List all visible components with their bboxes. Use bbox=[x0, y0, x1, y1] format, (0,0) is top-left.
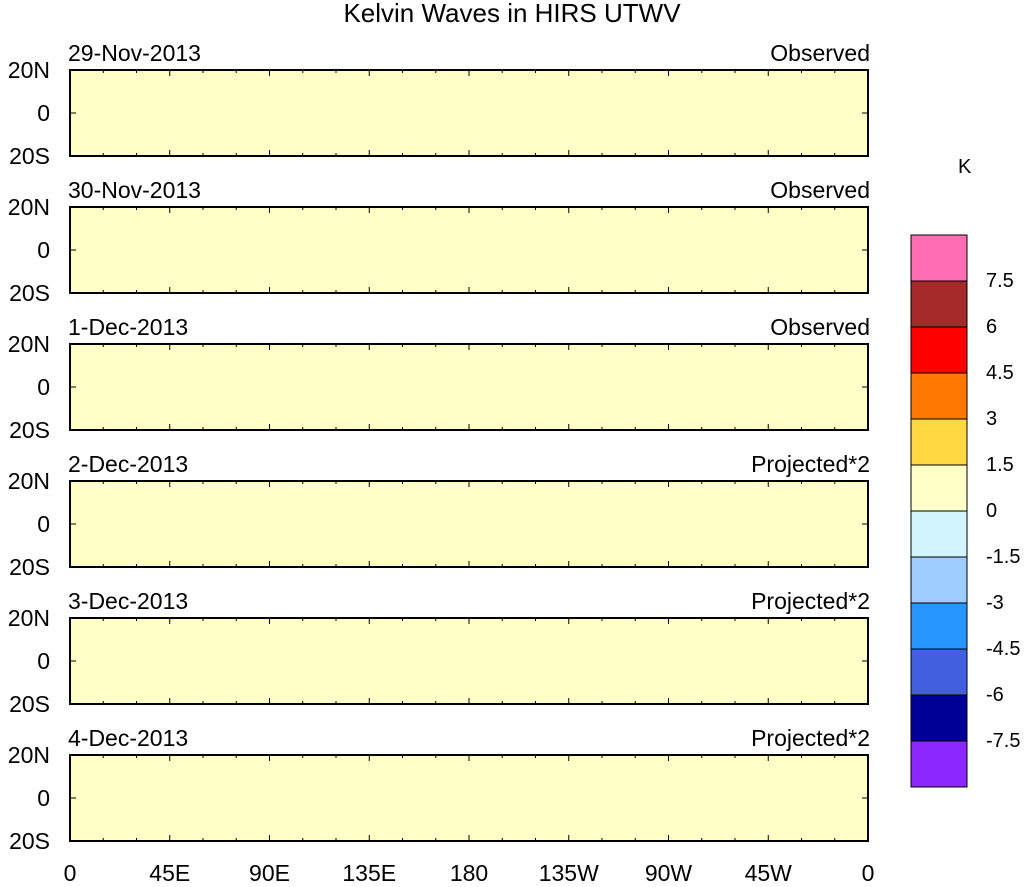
panel-date: 3-Dec-2013 bbox=[68, 588, 189, 614]
lat-label: 0 bbox=[37, 648, 50, 674]
colorbar-unit: K bbox=[958, 156, 972, 178]
panel-type: Observed bbox=[770, 177, 870, 203]
panel-date: 30-Nov-2013 bbox=[68, 177, 201, 203]
colorbar-label: 6 bbox=[986, 316, 998, 338]
panel-type: Observed bbox=[770, 314, 870, 340]
lat-label: 0 bbox=[37, 511, 50, 537]
colorbar-label: 1.5 bbox=[986, 454, 1014, 476]
panel-date: 29-Nov-2013 bbox=[68, 40, 201, 66]
colorbar-swatch bbox=[910, 372, 968, 420]
lon-label: 135E bbox=[342, 860, 397, 886]
colorbar-swatch bbox=[910, 740, 968, 788]
colorbar-label: -3 bbox=[986, 592, 1004, 614]
lon-label: 45W bbox=[744, 860, 792, 886]
colorbar-label: 7.5 bbox=[986, 270, 1014, 292]
colorbar-swatch bbox=[910, 648, 968, 696]
lat-label: 20S bbox=[9, 554, 50, 580]
panel-type: Observed bbox=[770, 40, 870, 66]
panel-date: 2-Dec-2013 bbox=[68, 451, 189, 477]
lat-label: 20S bbox=[9, 691, 50, 717]
colorbar-swatch bbox=[910, 602, 968, 650]
lat-label: 20N bbox=[7, 605, 50, 631]
panel-date: 1-Dec-2013 bbox=[68, 314, 189, 340]
colorbar-swatch bbox=[910, 234, 968, 282]
colorbar-label: 3 bbox=[986, 408, 998, 430]
lon-label: 45E bbox=[149, 860, 191, 886]
colorbar-swatch bbox=[910, 556, 968, 604]
colorbar-swatch bbox=[910, 694, 968, 742]
lat-label: 20N bbox=[7, 194, 50, 220]
lat-label: 20N bbox=[7, 742, 50, 768]
lat-label: 20S bbox=[9, 280, 50, 306]
colorbar-swatch bbox=[910, 510, 968, 558]
colorbar-swatch bbox=[910, 464, 968, 512]
figure-title: Kelvin Waves in HIRS UTWV bbox=[343, 0, 681, 28]
lat-label: 0 bbox=[37, 785, 50, 811]
lon-label: 90E bbox=[249, 860, 290, 886]
lat-label: 20N bbox=[7, 57, 50, 83]
colorbar-label: -1.5 bbox=[986, 546, 1021, 568]
lon-label: 90W bbox=[644, 860, 693, 886]
colorbar-swatch bbox=[910, 418, 968, 466]
lon-label: 0 bbox=[861, 860, 875, 886]
colorbar-label: 0 bbox=[986, 500, 998, 522]
colorbar-label: -7.5 bbox=[986, 730, 1021, 752]
lon-label: 180 bbox=[449, 860, 489, 886]
panel-type: Projected*2 bbox=[751, 588, 870, 614]
lat-label: 20S bbox=[9, 417, 50, 443]
lon-label: 135W bbox=[538, 860, 599, 886]
panel-type: Projected*2 bbox=[751, 725, 870, 751]
lat-label: 0 bbox=[37, 100, 50, 126]
lon-label: 0 bbox=[63, 860, 77, 886]
lat-label: 20N bbox=[7, 468, 50, 494]
colorbar-label: -4.5 bbox=[986, 638, 1021, 660]
panel-date: 4-Dec-2013 bbox=[68, 725, 189, 751]
lat-label: 20N bbox=[7, 331, 50, 357]
colorbar-swatch bbox=[910, 326, 968, 374]
lat-label: 0 bbox=[37, 237, 50, 263]
colorbar-label: 4.5 bbox=[986, 362, 1014, 384]
panel-type: Projected*2 bbox=[751, 451, 870, 477]
lat-label: 20S bbox=[9, 828, 50, 854]
colorbar-swatch bbox=[910, 280, 968, 328]
lat-label: 20S bbox=[9, 143, 50, 169]
colorbar-label: -6 bbox=[986, 684, 1004, 706]
lat-label: 0 bbox=[37, 374, 50, 400]
